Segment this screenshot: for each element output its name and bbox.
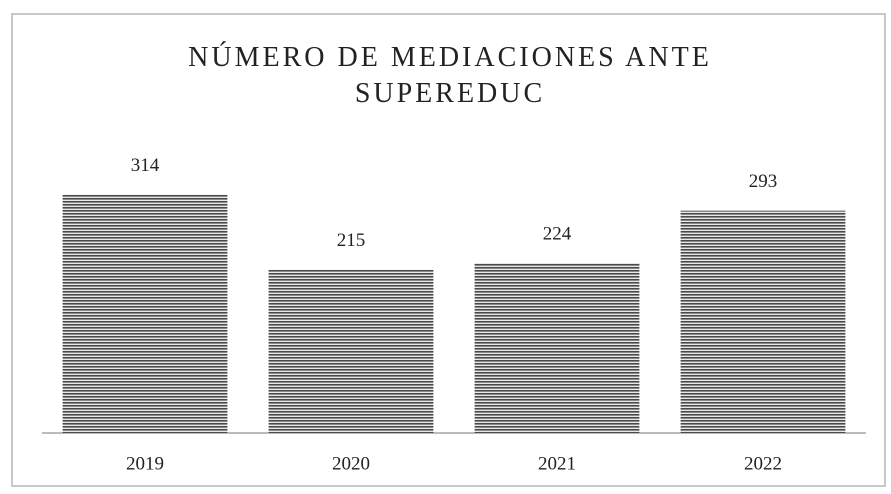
bar [62,194,228,433]
bar [474,263,640,433]
bar [680,210,846,433]
bar [268,269,434,433]
data-label: 314 [131,155,160,176]
x-tick-label: 2019 [126,453,164,474]
x-tick-label: 2020 [332,453,370,474]
data-label: 215 [337,230,366,251]
chart-border [11,13,886,487]
data-label: 224 [543,223,572,244]
chart-title: NÚMERO DE MEDIACIONES ANTE SUPEREDUC [188,42,712,109]
data-label: 293 [749,171,778,192]
x-tick-label: 2022 [744,453,782,474]
x-tick-label: 2021 [538,453,576,474]
